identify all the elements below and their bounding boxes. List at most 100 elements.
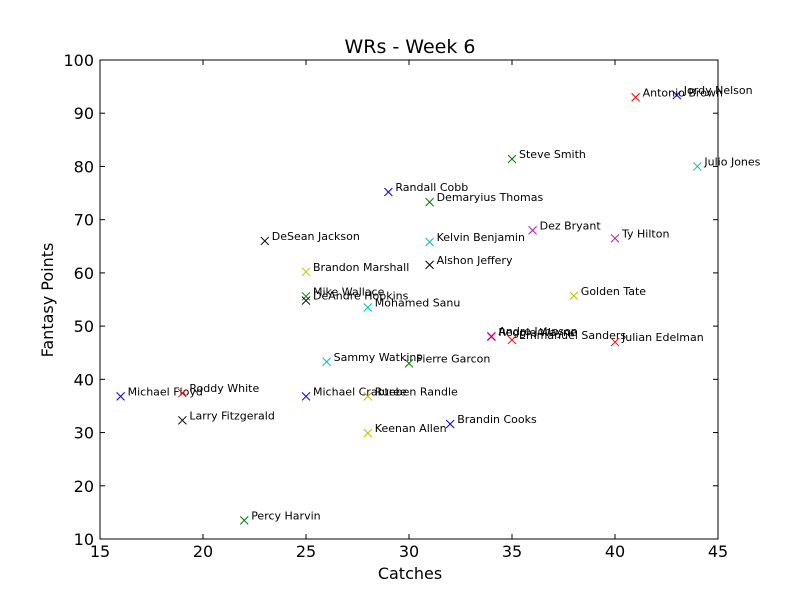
data-point [239, 516, 249, 525]
point-label: Emmanuel Sanders [519, 329, 626, 342]
point-label: Pierre Garcon [416, 352, 490, 365]
data-point [425, 197, 434, 207]
x-marker-stroke [610, 337, 620, 347]
point-label: Kelvin Benjamin [437, 231, 525, 244]
x-tick-label: 30 [399, 542, 419, 561]
point-label: DeSean Jackson [272, 230, 360, 243]
x-marker-stroke [363, 303, 373, 312]
data-point [301, 267, 311, 277]
y-tick-label: 10 [74, 530, 94, 549]
y-tick-label: 50 [74, 317, 94, 336]
data-point [507, 154, 517, 164]
x-marker-stroke [425, 237, 434, 247]
x-tick-label: 40 [605, 542, 625, 561]
data-point [301, 392, 311, 401]
point-label: Brandon Marshall [313, 261, 409, 274]
x-marker-stroke [363, 392, 373, 401]
point-label: Alshon Jeffery [437, 254, 513, 267]
data-point [116, 392, 125, 401]
point-label: Keenan Allen [375, 422, 447, 435]
point-label: Rueben Randle [375, 385, 458, 398]
data-point [260, 236, 270, 246]
x-tick-label: 25 [296, 542, 316, 561]
data-point [672, 90, 682, 100]
point-label: Brandin Cooks [457, 413, 537, 426]
data-point [693, 162, 702, 171]
data-point [610, 337, 620, 347]
point-label: Mike Wallace [313, 285, 385, 298]
x-marker-stroke [507, 335, 517, 345]
point-label: Ty Hilton [621, 227, 669, 240]
point-label: Antonio Brown [643, 86, 723, 99]
point-label: Michael Crabtree [313, 385, 407, 398]
y-tick-label: 60 [74, 264, 94, 283]
x-marker-stroke [260, 236, 270, 246]
point-label: Dez Bryant [540, 219, 602, 232]
data-point [610, 233, 620, 243]
x-tick-label: 35 [502, 542, 522, 561]
point-label: Demaryius Thomas [437, 191, 544, 204]
x-axis-label: Catches [378, 564, 442, 583]
point-label: Roddy White [189, 382, 259, 395]
point-label: Steve Smith [519, 148, 586, 161]
data-point [301, 291, 311, 301]
x-tick-label: 45 [708, 542, 728, 561]
data-point [363, 428, 373, 438]
data-point [425, 260, 434, 270]
y-axis-label: Fantasy Points [38, 243, 57, 358]
y-tick-label: 40 [74, 370, 94, 389]
x-marker-stroke [301, 267, 311, 277]
point-label: Reggie Wayne [498, 326, 577, 339]
data-point [425, 237, 434, 247]
x-marker-stroke [425, 260, 434, 270]
x-marker-stroke [507, 154, 517, 164]
data-point [178, 388, 187, 398]
x-marker-stroke [487, 331, 496, 341]
point-label: Randall Cobb [395, 181, 468, 194]
x-tick-label: 15 [90, 542, 110, 561]
point-label: Sammy Watkins [334, 351, 423, 364]
x-marker-stroke [610, 233, 620, 243]
x-marker-stroke [404, 359, 414, 368]
data-point [363, 303, 373, 312]
x-marker-stroke [363, 428, 373, 438]
point-label: Larry Fitzgerald [189, 409, 274, 422]
x-marker-stroke [631, 92, 640, 102]
x-marker-stroke [569, 291, 579, 301]
x-tick-label: 20 [193, 542, 213, 561]
point-label: Julio Jones [703, 155, 760, 168]
data-point [404, 359, 414, 368]
data-point [178, 415, 187, 425]
x-marker-stroke [239, 516, 249, 525]
y-tick-label: 80 [74, 157, 94, 176]
data-point [569, 291, 579, 301]
data-point [384, 187, 393, 197]
x-marker-stroke [445, 419, 455, 429]
point-label: Percy Harvin [251, 509, 320, 522]
x-marker-stroke [672, 90, 682, 100]
data-point [301, 296, 311, 305]
y-tick-label: 20 [74, 477, 94, 496]
y-tick-label: 30 [74, 424, 94, 443]
x-marker-stroke [301, 296, 311, 305]
x-marker-stroke [384, 187, 393, 197]
x-marker-stroke [178, 388, 187, 398]
chart-title: WRs - Week 6 [344, 36, 475, 58]
point-label: Golden Tate [581, 285, 646, 298]
data-point [363, 392, 373, 401]
x-marker-stroke [301, 392, 311, 401]
y-tick-label: 70 [74, 211, 94, 230]
data-point [631, 92, 640, 102]
data-point [445, 419, 455, 429]
x-marker-stroke [301, 291, 311, 301]
y-tick-label: 100 [63, 51, 94, 70]
x-marker-stroke [693, 162, 702, 171]
point-label: Jordy Nelson [683, 84, 753, 97]
data-point [507, 335, 517, 345]
plot-area: 15 20 25 30 35 40 45 10 20 30 40 50 60 70 80 90 100 Jordy… [63, 51, 760, 561]
x-marker-stroke [528, 225, 537, 235]
x-marker-stroke [322, 357, 331, 367]
x-marker-stroke [116, 392, 125, 401]
